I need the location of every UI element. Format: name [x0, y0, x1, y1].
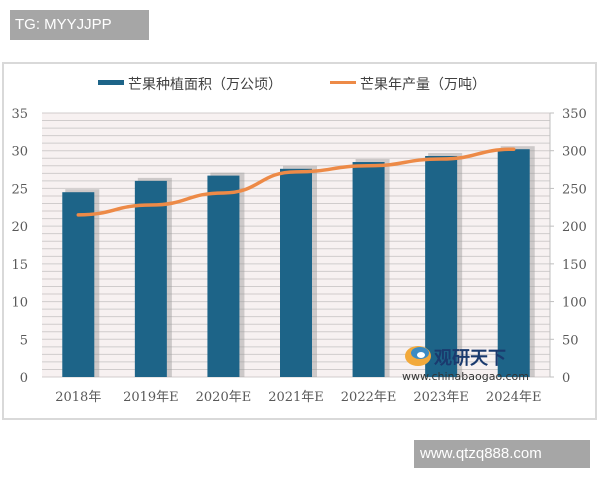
left-axis-tick: 10 [11, 296, 28, 311]
left-axis-tick: 5 [20, 333, 28, 348]
right-axis-tick: 250 [562, 182, 587, 197]
site-label-badge: www.qtzq888.com [414, 440, 590, 468]
left-axis-tick: 15 [11, 258, 28, 273]
right-axis-tick: 200 [562, 220, 587, 235]
tg-label-badge: TG: MYYJJPP [10, 10, 149, 40]
right-axis-tick: 100 [562, 296, 587, 311]
left-axis-tick: 35 [11, 107, 28, 122]
watermark-logo: 观研天下 www.chinabaogao.com [402, 346, 529, 383]
x-axis-tick: 2019年E [123, 390, 179, 405]
x-axis-tick: 2020年E [196, 390, 252, 405]
right-axis-tick: 150 [562, 258, 587, 273]
bar [497, 149, 530, 377]
x-axis-tick: 2024年E [486, 390, 542, 405]
right-axis-tick: 50 [562, 333, 579, 348]
line-series [76, 147, 516, 217]
legend-bar-swatch [98, 80, 124, 85]
x-axis-tick: 2021年E [268, 390, 324, 405]
right-axis: 0 50 100 150 200 250 300 350 [550, 107, 587, 386]
legend-bar-label: 芒果种植面积（万公顷） [128, 77, 282, 93]
bar [207, 175, 240, 377]
legend-line-label: 芒果年产量（万吨） [360, 77, 486, 93]
legend-line-swatch [330, 81, 356, 84]
watermark-url: www.chinabaogao.com [402, 370, 529, 383]
left-axis: 0 5 10 15 20 25 30 35 [11, 107, 28, 386]
watermark-brand: 观研天下 [434, 348, 506, 369]
right-axis-tick: 0 [562, 371, 570, 386]
bar [62, 192, 95, 377]
left-axis-tick: 30 [11, 145, 28, 160]
left-axis-tick: 25 [11, 182, 28, 197]
x-axis-tick: 2018年 [55, 390, 101, 405]
bar [280, 168, 312, 377]
right-axis-tick: 300 [562, 145, 587, 160]
bar-series [62, 146, 535, 377]
x-axis-tick: 2023年E [413, 390, 469, 405]
bar [425, 155, 458, 377]
right-axis-tick: 350 [562, 107, 587, 122]
x-axis: 2018年 2019年E 2020年E 2021年E 2022年E 2023年E 2024年… [55, 390, 541, 405]
left-axis-tick: 0 [20, 371, 28, 386]
left-axis-tick: 20 [11, 220, 28, 235]
legend: 芒果种植面积（万公顷） 芒果年产量（万吨） [98, 77, 486, 93]
bar [352, 162, 385, 377]
bar [134, 180, 167, 377]
x-axis-tick: 2022年E [341, 390, 397, 405]
